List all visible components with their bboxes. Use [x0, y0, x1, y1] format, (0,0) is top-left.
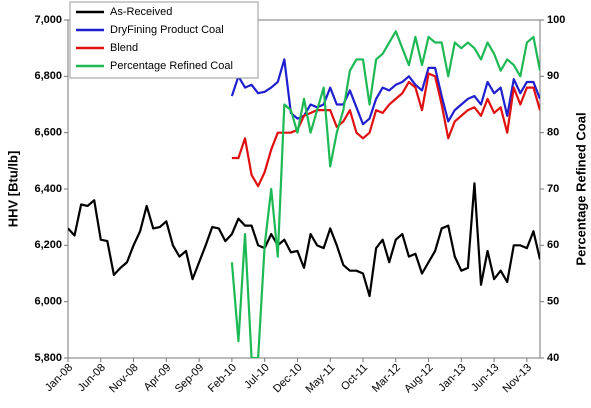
- series-line: [68, 182, 540, 298]
- y2-tick-label: 50: [547, 296, 559, 308]
- x-tick-label: Jan-13: [436, 362, 468, 394]
- x-tick-label: Feb-10: [206, 362, 239, 395]
- y2-tick-label: 100: [547, 14, 565, 26]
- x-tick-label: Apr-09: [142, 362, 174, 394]
- y2-tick-label: 70: [547, 183, 559, 195]
- legend-label: DryFining Product Coal: [110, 24, 224, 36]
- y2-tick-label: 40: [547, 352, 559, 364]
- y2-tick-label: 60: [547, 239, 559, 251]
- y2-axis-title: Percentage Refined Coal: [573, 112, 588, 265]
- y-tick-label: 6,800: [34, 70, 62, 82]
- y-axis-title: HHV [Btu/lb]: [5, 151, 20, 228]
- y-tick-label: 6,000: [34, 296, 62, 308]
- legend-label: As-Received: [110, 6, 172, 18]
- series-line: [230, 58, 540, 126]
- x-tick-label: Nov-13: [500, 362, 534, 396]
- legend-label: Blend: [110, 42, 138, 54]
- x-tick-label: Mar-12: [370, 362, 403, 395]
- x-tick-label: Sep-09: [173, 362, 207, 396]
- y-tick-label: 5,800: [34, 352, 62, 364]
- y-tick-label: 6,200: [34, 239, 62, 251]
- x-tick-label: Aug-12: [402, 362, 436, 396]
- y-tick-label: 6,600: [34, 127, 62, 139]
- x-tick-label: Jun-13: [469, 362, 501, 394]
- y2-tick-label: 90: [547, 70, 559, 82]
- x-tick-label: Dec-10: [271, 362, 305, 396]
- legend-label: Percentage Refined Coal: [110, 60, 233, 72]
- x-tick-label: May-11: [304, 362, 338, 396]
- x-tick-label: Jul-10: [242, 362, 272, 392]
- y2-tick-label: 80: [547, 127, 559, 139]
- x-tick-label: Nov-08: [107, 362, 141, 396]
- y-tick-label: 7,000: [34, 14, 62, 26]
- series-line: [230, 30, 540, 358]
- x-tick-label: Jan-08: [43, 362, 75, 394]
- x-tick-label: Oct-11: [339, 362, 370, 393]
- lines: [68, 30, 540, 358]
- y-tick-label: 6,400: [34, 183, 62, 195]
- x-tick-label: Jun-08: [76, 362, 108, 394]
